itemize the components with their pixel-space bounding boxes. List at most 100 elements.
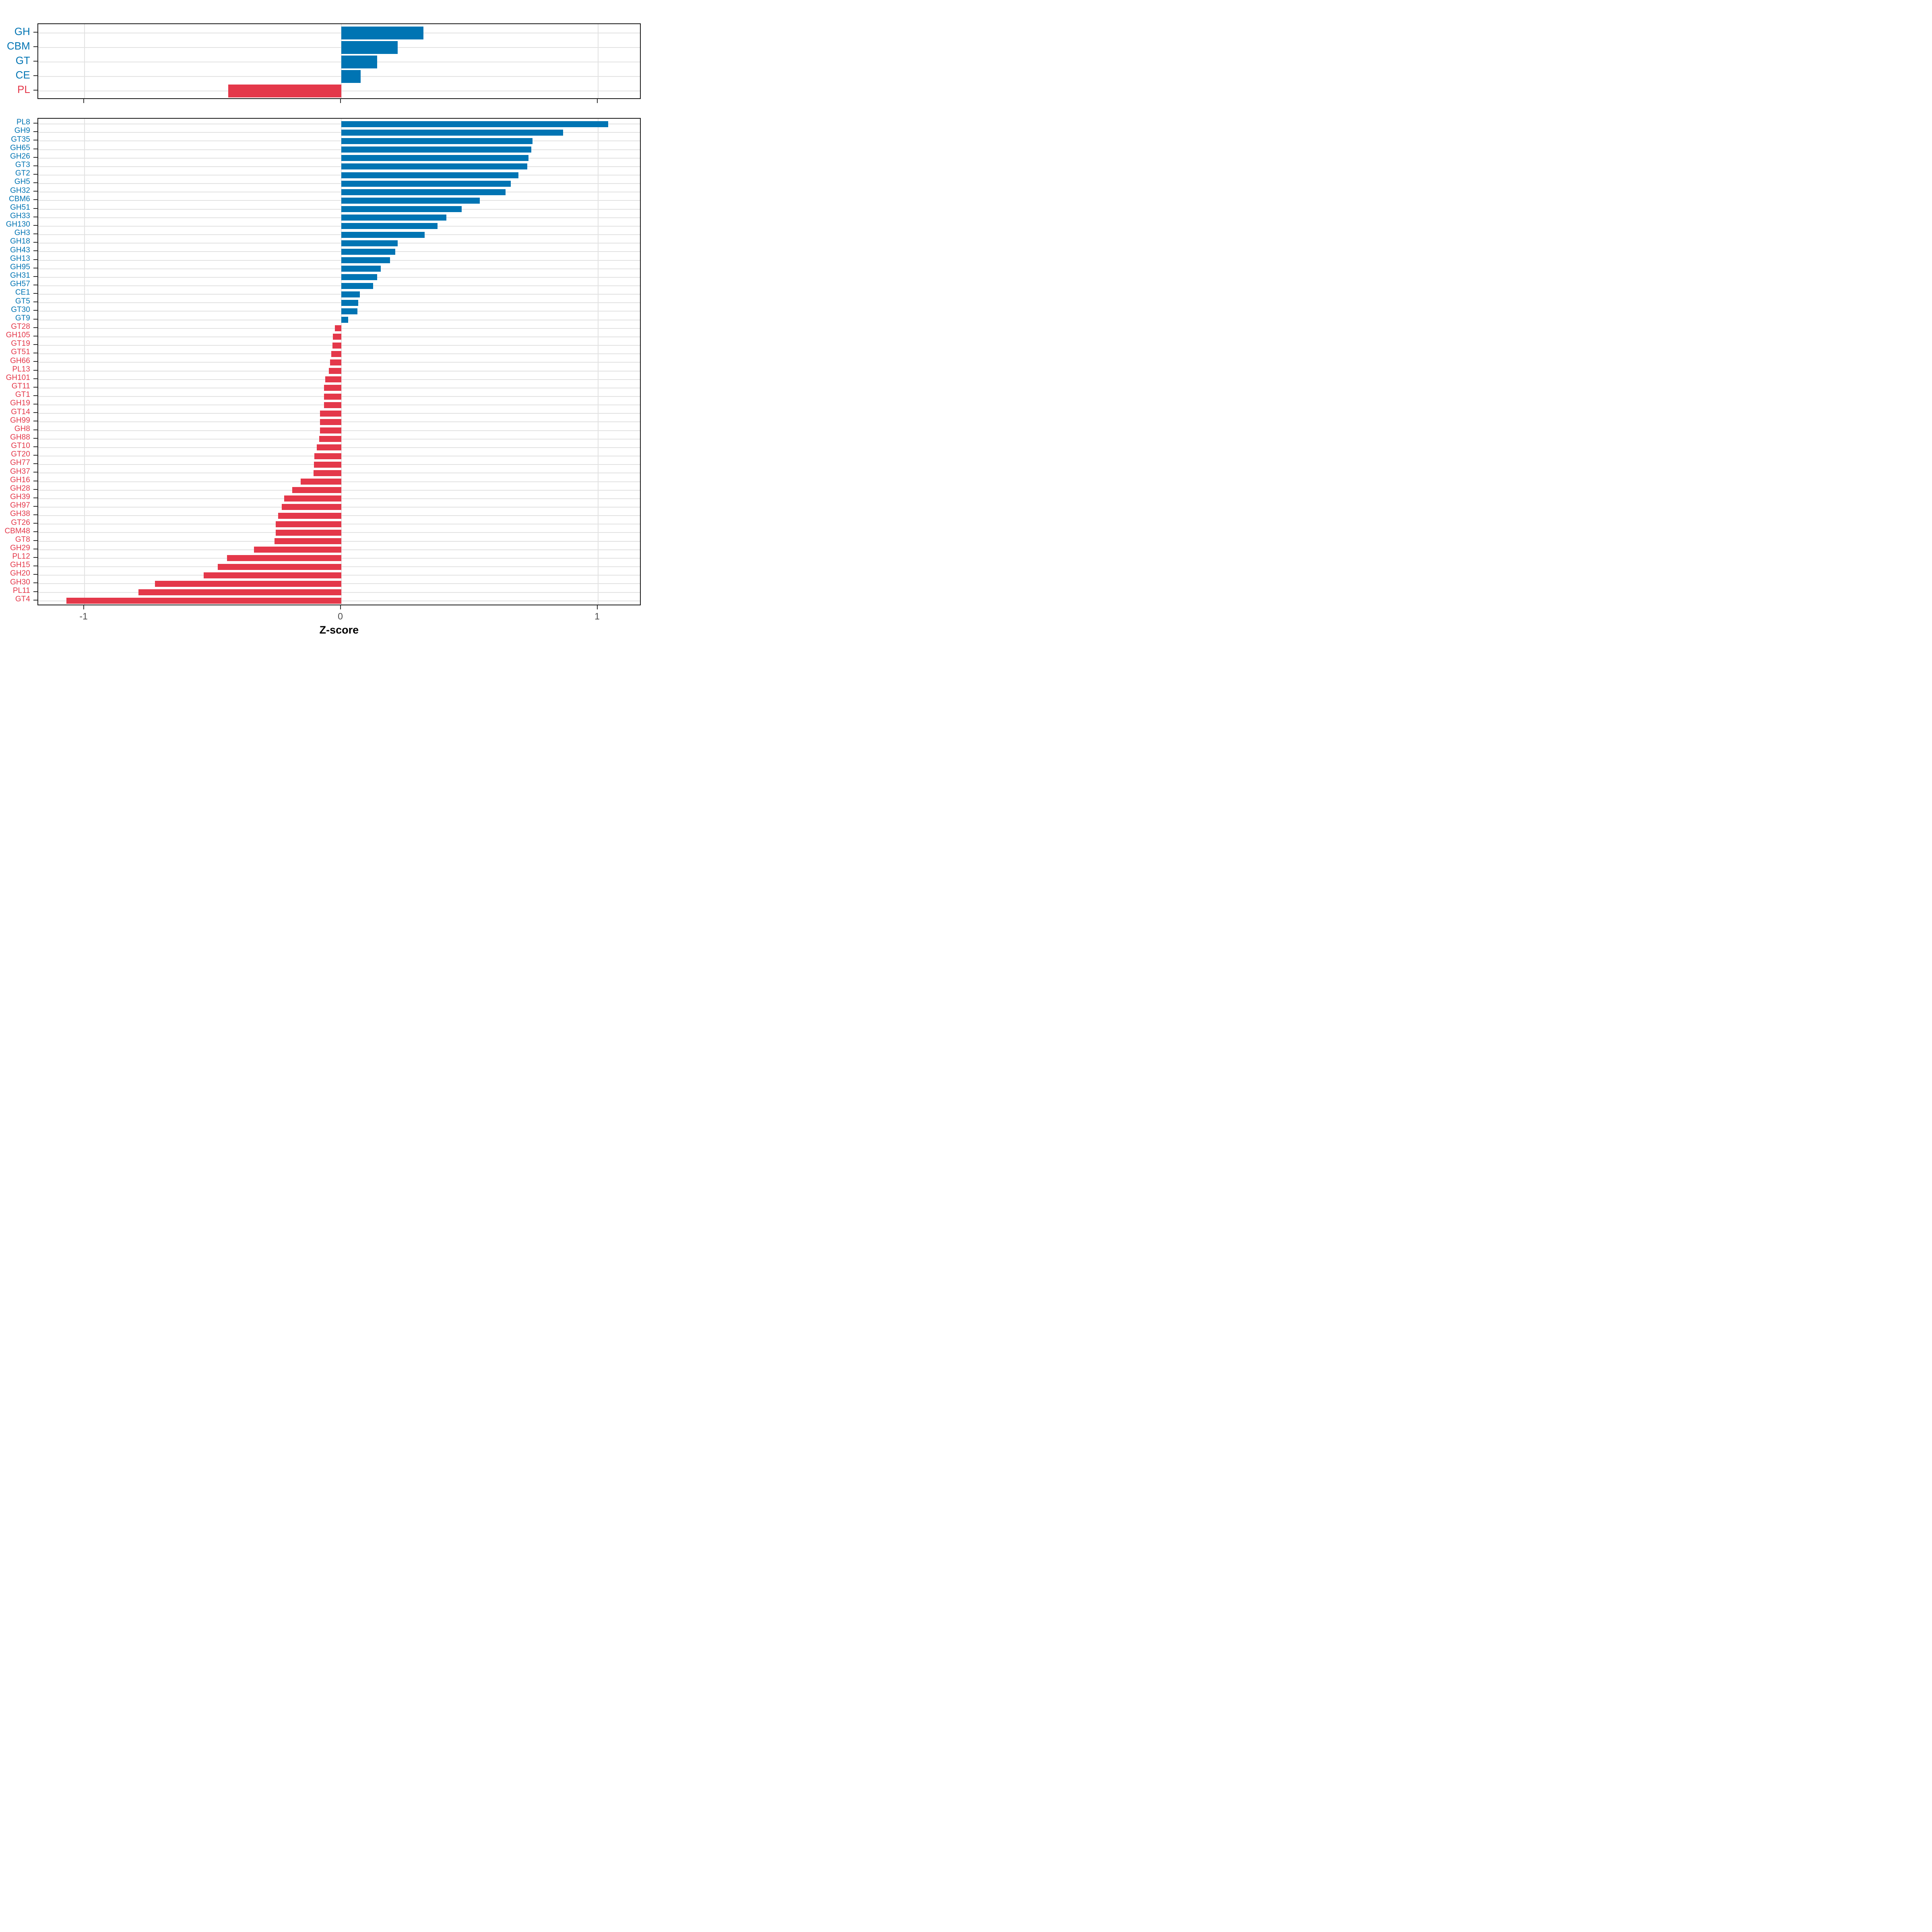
bar-GH16 [300,479,341,485]
bar-GH43 [341,248,395,255]
y-axis-label-GH66: GH66 [10,356,30,365]
y-axis-label-GH51: GH51 [10,203,30,212]
y-axis-label-GH31: GH31 [10,271,30,280]
y-axis-label-PL12: PL12 [12,552,30,561]
x-tick--1-panel1 [83,605,84,609]
row-gridline-GT3 [38,166,640,167]
row-gridline-GH43 [38,251,640,252]
bar-GT28 [335,325,341,332]
x-axis-title: Z-score [319,624,359,636]
row-gridline-GH9 [38,132,640,133]
y-tick-GH8 [33,429,37,430]
y-axis-label-CBM: CBM [7,39,30,52]
y-axis-label-GH39: GH39 [10,493,30,502]
row-gridline-GH13 [38,260,640,261]
bar-PL8 [341,121,609,127]
y-tick-GH19 [33,404,37,405]
bar-GH33 [341,215,447,221]
y-axis-label-GH5: GH5 [14,178,30,186]
y-tick-GT11 [33,386,37,388]
bar-GH88 [319,436,341,442]
bar-PL13 [328,368,341,374]
row-gridline-GH95 [38,268,640,269]
bar-GT11 [324,385,341,391]
cazyme-zscore-figure: -101 Z-score Decrease Increase GHCBMGTCE… [0,0,644,644]
y-tick-GH9 [33,131,37,132]
row-gridline-GH31 [38,277,640,278]
x-tick-1-panel1 [597,605,598,609]
row-gridline-GH3 [38,234,640,235]
y-axis-label-GH20: GH20 [10,569,30,578]
gridline-x-0 [341,118,342,605]
bar-GH37 [314,470,341,476]
y-tick-GT3 [33,165,37,166]
y-axis-label-GH43: GH43 [10,246,30,254]
y-axis-label-GH19: GH19 [10,399,30,408]
y-axis-label-GT2: GT2 [15,169,30,178]
y-tick-GT26 [33,523,37,524]
y-tick-GH3 [33,233,37,235]
y-axis-label-GH28: GH28 [10,484,30,493]
y-tick-GH5 [33,182,37,184]
y-axis-label-GH8: GH8 [14,424,30,433]
bar-GH77 [314,461,341,468]
y-axis-label-GH88: GH88 [10,433,30,442]
y-axis-label-GH77: GH77 [10,458,30,467]
y-tick-GH39 [33,497,37,498]
bar-GH31 [341,274,377,281]
bar-GH101 [325,376,341,383]
y-tick-PL [33,89,37,91]
row-gridline-GT35 [38,140,640,142]
y-axis-label-GH18: GH18 [10,237,30,246]
bar-GH99 [320,419,341,425]
y-axis-label-GT5: GT5 [15,297,30,305]
y-axis-label-CE: CE [15,68,30,81]
y-axis-label-GT4: GT4 [15,594,30,603]
gridline-x--1 [84,24,85,99]
y-axis-label-PL13: PL13 [12,365,30,374]
gridline-x-1 [597,24,599,99]
y-axis-label-CBM6: CBM6 [9,194,30,203]
y-axis-label-GT30: GT30 [11,305,30,314]
bar-GH66 [330,359,341,365]
bar-CBM6 [341,197,480,204]
bar-GT8 [274,538,341,545]
y-axis-label-GH30: GH30 [10,578,30,586]
y-axis-label-GH3: GH3 [14,229,30,237]
bar-PL11 [138,589,341,596]
y-axis-label-PL8: PL8 [16,118,30,127]
bar-CBM [341,41,398,54]
y-tick-CE1 [33,293,37,294]
bar-GH57 [341,283,374,289]
y-tick-GH18 [33,242,37,243]
y-axis-label-CBM48: CBM48 [4,526,30,535]
y-tick-GT19 [33,344,37,345]
bar-GH18 [341,240,398,246]
y-tick-GH31 [33,276,37,277]
bar-GT14 [320,410,341,417]
bar-PL [228,84,341,97]
y-axis-label-GT51: GT51 [11,348,30,357]
y-tick-GT20 [33,455,37,456]
bar-GT10 [316,444,341,451]
x-tick-label-1: 1 [594,611,600,621]
y-axis-label-GT9: GT9 [15,314,30,322]
y-tick-GH97 [33,506,37,507]
y-tick-PL11 [33,591,37,592]
bar-GH20 [204,572,341,578]
y-tick-GH51 [33,208,37,209]
row-gridline-CBM [38,47,640,48]
bar-GT51 [331,351,341,357]
y-tick-GT28 [33,327,37,328]
row-gridline-GT5 [38,302,640,303]
y-tick-GT4 [33,599,37,601]
row-gridline-GH51 [38,208,640,210]
y-axis-label-GH99: GH99 [10,416,30,425]
y-tick-GT1 [33,395,37,396]
y-tick-GT30 [33,310,37,311]
y-tick-GH88 [33,438,37,439]
y-axis-label-GH33: GH33 [10,212,30,221]
y-tick-GT [33,61,37,62]
gridline-x--1 [84,118,85,605]
y-axis-label-GT: GT [15,54,30,66]
